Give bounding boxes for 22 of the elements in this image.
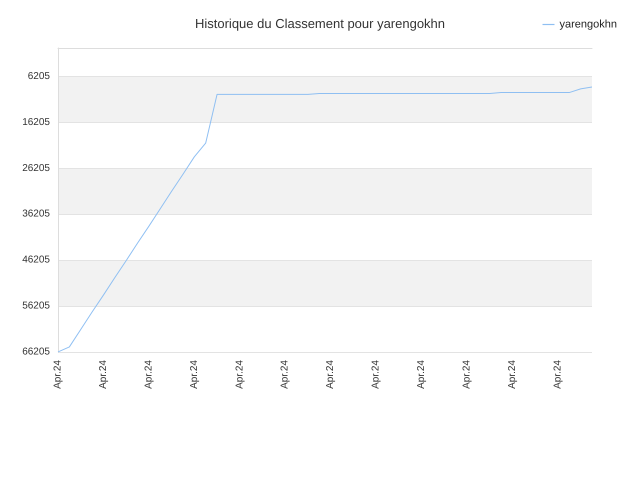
x-tick-label: Apr.24 — [98, 360, 109, 389]
chart-title: Historique du Classement pour yarengokhn — [194, 16, 446, 31]
line-series — [58, 86, 592, 352]
x-tick-label: Apr.24 — [234, 360, 246, 389]
x-tick-label: Apr.24 — [462, 360, 473, 389]
x-tick-label: Apr.24 — [416, 360, 428, 389]
y-tick-label: 56205 — [22, 300, 50, 312]
y-tick-label: 6205 — [28, 70, 50, 82]
x-tick-label: Apr.24 — [52, 360, 64, 389]
x-tick-label: Apr.24 — [370, 360, 382, 389]
x-tick-label: Apr.24 — [325, 360, 336, 389]
x-tick-label: Apr.24 — [506, 360, 518, 389]
y-tick-label: 16205 — [22, 116, 50, 128]
x-tick-label: Apr.24 — [188, 360, 200, 389]
y-tick-label: 46205 — [22, 254, 50, 266]
legend-label: yarengokhn — [560, 18, 618, 30]
y-tick-label: 36205 — [22, 208, 50, 220]
x-tick-label: Apr.24 — [143, 360, 154, 389]
y-tick-label: 66205 — [22, 346, 50, 358]
x-tick-label: Apr.24 — [280, 360, 291, 389]
x-tick-label: Apr.24 — [552, 360, 564, 389]
y-tick-label: 26205 — [22, 162, 50, 174]
